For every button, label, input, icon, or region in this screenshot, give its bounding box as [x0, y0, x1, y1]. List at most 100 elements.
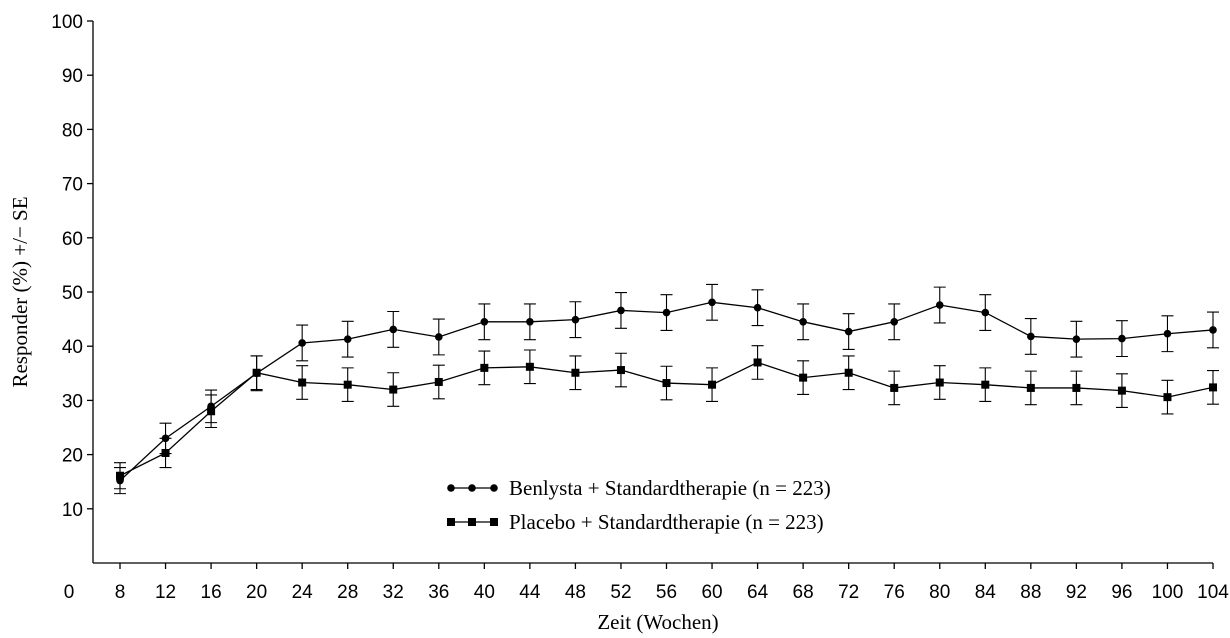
data-point — [1026, 383, 1035, 392]
x-tick-label: 88 — [1020, 582, 1041, 603]
y-tick-label: 40 — [62, 337, 83, 358]
data-point — [343, 335, 352, 343]
x-tick-label: 52 — [610, 582, 631, 603]
x-tick-label: 48 — [565, 582, 586, 603]
data-point — [935, 301, 944, 309]
data-point — [662, 308, 671, 317]
data-point — [480, 363, 489, 372]
series-layer — [114, 283, 1219, 495]
data-point — [298, 339, 306, 347]
data-point — [389, 385, 398, 394]
x-tick-label: 104 — [1197, 582, 1229, 603]
data-point — [571, 315, 580, 324]
data-point — [434, 377, 443, 386]
data-point — [389, 325, 398, 334]
data-point — [890, 318, 899, 326]
data-point — [662, 379, 671, 388]
data-point — [890, 383, 899, 392]
data-point — [1209, 383, 1217, 392]
data-point — [480, 318, 489, 326]
x-tick-label: 92 — [1066, 582, 1087, 603]
data-point — [1027, 332, 1035, 341]
legend-marker-square — [468, 518, 476, 526]
x-tick-label: 100 — [1152, 582, 1184, 603]
x-tick-label: 36 — [428, 582, 449, 603]
data-point — [298, 378, 307, 387]
y-tick-label: 100 — [51, 12, 83, 33]
data-point — [708, 380, 717, 389]
data-point — [616, 366, 625, 375]
x-tick-label: 24 — [292, 582, 314, 603]
data-point — [753, 303, 762, 312]
data-point — [753, 358, 762, 367]
data-point — [207, 407, 216, 416]
data-point — [708, 298, 716, 307]
data-point — [525, 362, 534, 371]
x-tick-label: 0 — [64, 582, 75, 603]
legend-marker-circle — [468, 484, 476, 492]
legend-label-placebo: Placebo + Standardtherapie (n = 223) — [509, 510, 824, 534]
data-point — [434, 333, 443, 341]
x-tick-label: 64 — [747, 582, 769, 603]
data-point — [981, 380, 990, 389]
series-benlysta — [114, 283, 1219, 495]
x-tick-label: 12 — [155, 582, 176, 603]
x-tick-label: 20 — [246, 582, 267, 603]
data-point — [981, 308, 990, 317]
data-point — [935, 378, 944, 387]
y-tick-label: 60 — [62, 229, 83, 250]
series-placebo — [114, 345, 1219, 490]
y-tick-label: 20 — [62, 446, 83, 467]
x-tick-label: 76 — [884, 582, 905, 603]
x-tick-label: 56 — [656, 582, 677, 603]
x-tick-label: 8 — [115, 582, 126, 603]
data-point — [1118, 334, 1126, 343]
x-axis-title: Zeit (Wochen) — [597, 610, 718, 634]
data-point — [1072, 335, 1081, 343]
y-tick-label: 50 — [62, 283, 83, 304]
x-tick-label: 80 — [929, 582, 950, 603]
data-point — [844, 368, 853, 377]
x-tick-label: 60 — [701, 582, 722, 603]
data-point — [799, 318, 807, 326]
data-point — [1117, 386, 1126, 395]
y-tick-label: 90 — [62, 66, 83, 87]
x-tick-label: 68 — [793, 582, 814, 603]
data-point — [252, 368, 261, 377]
legend-label-benlysta: Benlysta + Standardtherapie (n = 223) — [509, 476, 831, 500]
y-ticks: 10 20 30 40 50 60 70 80 90 100 — [51, 12, 93, 521]
legend-entry-benlysta: Benlysta + Standardtherapie (n = 223) — [447, 476, 831, 500]
data-point — [1072, 383, 1081, 392]
legend-entry-placebo: Placebo + Standardtherapie (n = 223) — [447, 510, 824, 534]
x-tick-label: 96 — [1111, 582, 1132, 603]
x-tick-label: 16 — [201, 582, 222, 603]
y-axis-title: Responder (%) +/− SE — [8, 196, 32, 387]
legend: Benlysta + Standardtherapie (n = 223) Pl… — [447, 476, 831, 534]
y-tick-label: 10 — [62, 500, 83, 521]
data-point — [161, 448, 170, 457]
y-tick-label: 70 — [62, 175, 83, 196]
x-tick-label: 40 — [474, 582, 495, 603]
legend-marker-square — [490, 518, 498, 526]
legend-marker-square — [447, 518, 455, 526]
legend-marker-circle — [447, 484, 455, 492]
x-tick-label: 44 — [519, 582, 541, 603]
data-point — [116, 471, 124, 480]
data-point — [571, 368, 580, 377]
data-point — [1163, 393, 1172, 402]
data-point — [1163, 329, 1172, 338]
x-tick-label: 32 — [383, 582, 404, 603]
data-point — [617, 306, 625, 315]
x-ticks: 0 8 12 16 20 24 28 32 36 40 44 48 52 56 60 64 68 72 76 80 84… — [64, 563, 1229, 603]
x-tick-label: 72 — [838, 582, 859, 603]
x-tick-label: 28 — [337, 582, 358, 603]
data-point — [799, 373, 808, 382]
x-tick-label: 84 — [975, 582, 997, 603]
y-tick-label: 30 — [62, 391, 83, 412]
y-tick-label: 80 — [62, 120, 83, 141]
data-point — [526, 318, 534, 326]
data-point — [343, 380, 352, 389]
data-point — [844, 327, 853, 336]
data-point — [1209, 326, 1217, 334]
